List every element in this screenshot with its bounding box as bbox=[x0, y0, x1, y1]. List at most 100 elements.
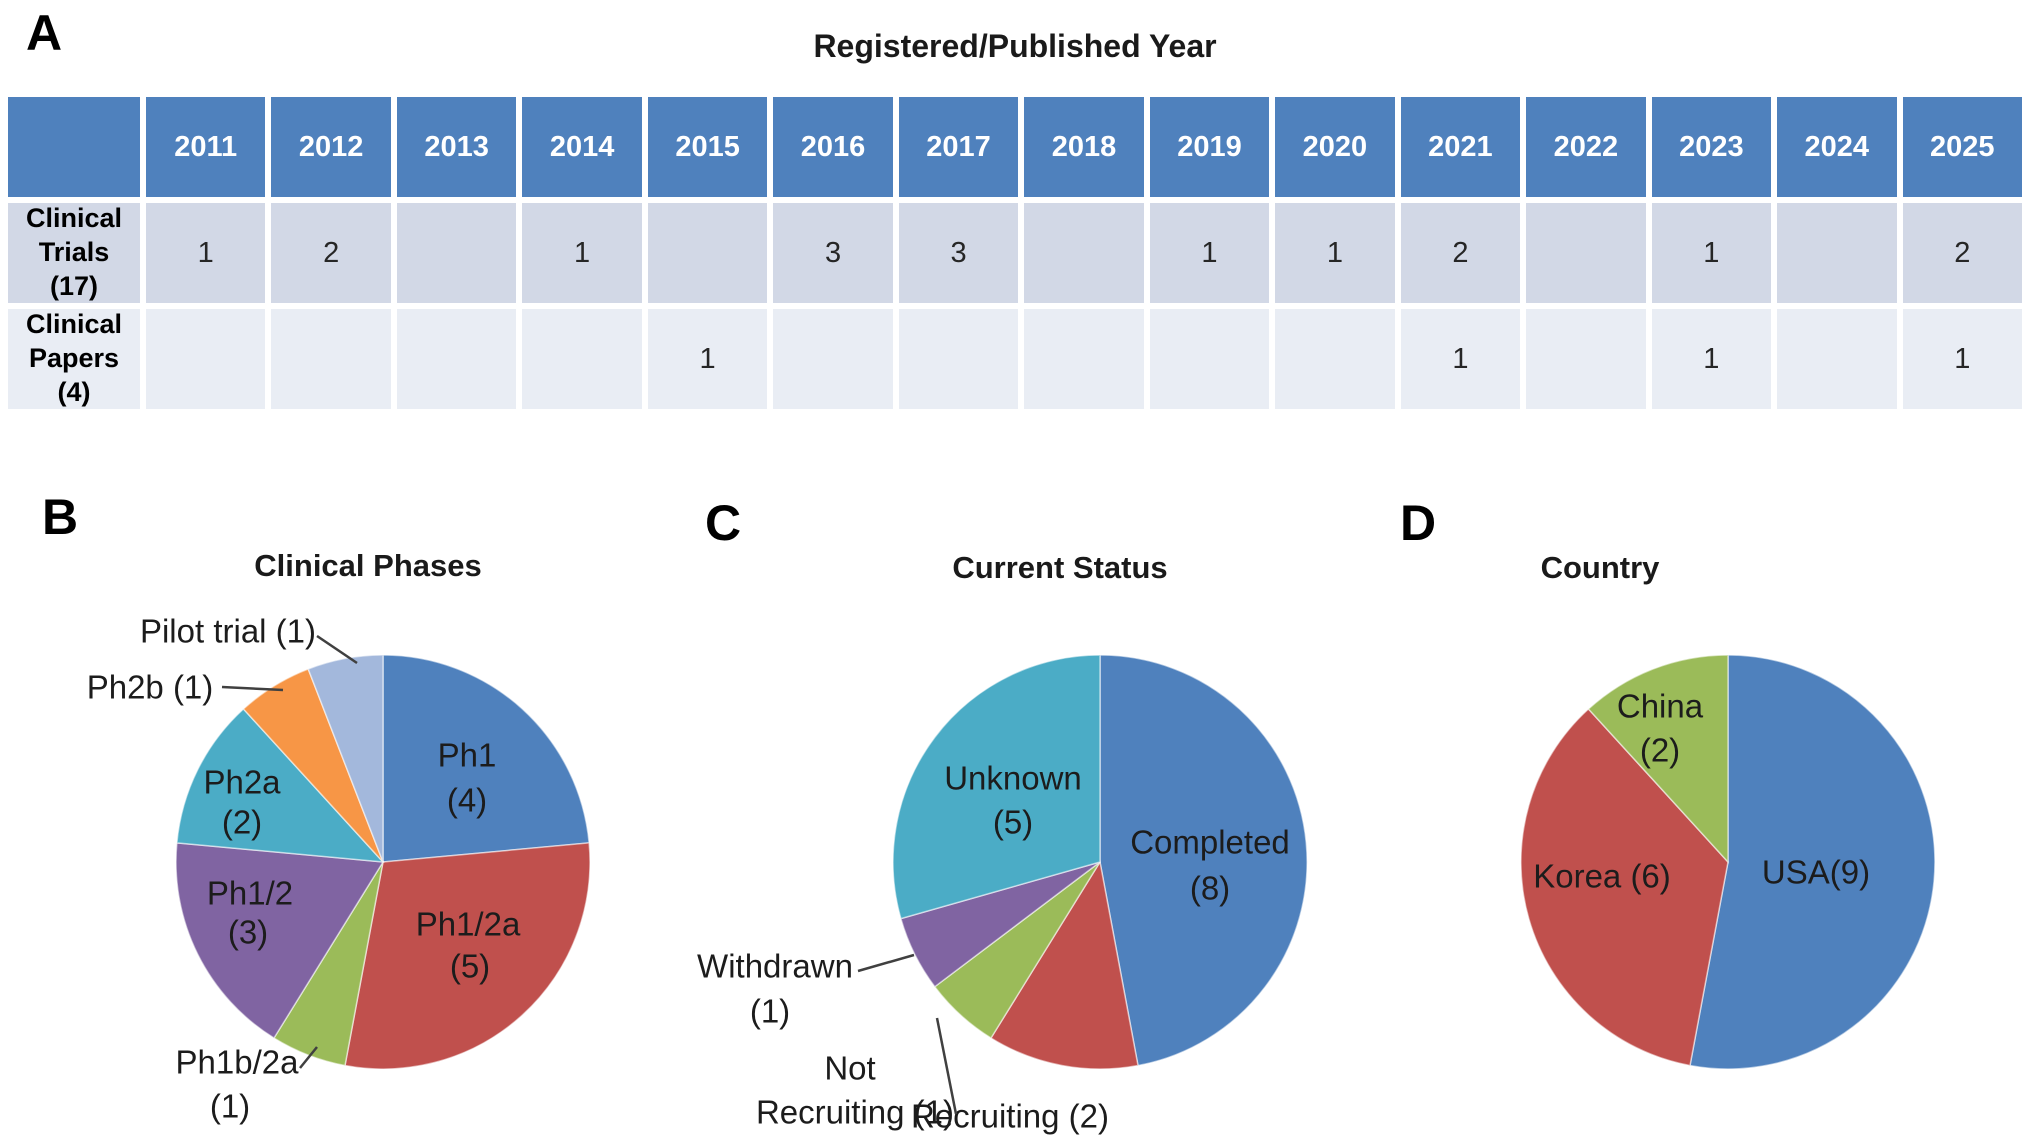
country-slice-Korea bbox=[1520, 707, 1729, 1067]
country-slice-China bbox=[1587, 654, 1729, 864]
header-year-2023: 2023 bbox=[1651, 97, 1772, 197]
country-label-USA: USA(9) bbox=[1762, 854, 1870, 891]
cell-row0-2013 bbox=[396, 203, 517, 303]
header-year-2014: 2014 bbox=[522, 97, 642, 197]
header-year-2020: 2020 bbox=[1275, 97, 1395, 197]
cell-row0-2017: 3 bbox=[898, 203, 1019, 303]
row-label-1: Clinical Papers (4) bbox=[8, 309, 140, 409]
cell-row1-2024 bbox=[1777, 309, 1897, 409]
header-year-2015: 2015 bbox=[647, 97, 768, 197]
cell-row0-2023: 1 bbox=[1651, 203, 1772, 303]
cell-row1-2020 bbox=[1275, 309, 1395, 409]
clinical-phases-slice-Pilot trial bbox=[307, 654, 384, 863]
clinical-phases-slice-Ph1/2 bbox=[175, 842, 385, 1040]
clinical-phases-label-Ph1/2: (3) bbox=[228, 914, 268, 951]
clinical-phases-label-Ph1b/2a: Ph1b/2a bbox=[176, 1044, 300, 1081]
current-status-label-Not Recruiting: Recruiting (1) bbox=[756, 1094, 954, 1131]
table-corner-cell bbox=[8, 97, 140, 197]
cell-row0-2012: 2 bbox=[271, 203, 391, 303]
current-status-slice-Unknown bbox=[892, 654, 1101, 920]
header-year-2024: 2024 bbox=[1777, 97, 1897, 197]
clinical-phases-label-Pilot trial: Pilot trial (1) bbox=[140, 613, 316, 650]
country-label-Korea: Korea (6) bbox=[1533, 858, 1671, 895]
panel-c-letter: C bbox=[705, 495, 742, 551]
header-year-2022: 2022 bbox=[1526, 97, 1646, 197]
country-label-China: China bbox=[1617, 688, 1704, 725]
cell-row0-2011: 1 bbox=[146, 203, 266, 303]
cell-row1-2022 bbox=[1526, 309, 1646, 409]
cell-row0-2015 bbox=[647, 203, 768, 303]
clinical-phases-leader-Ph2b bbox=[221, 685, 284, 692]
cell-row1-2017 bbox=[898, 309, 1019, 409]
cell-row0-2016: 3 bbox=[773, 203, 893, 303]
header-year-2019: 2019 bbox=[1149, 97, 1270, 197]
cell-row1-2011 bbox=[146, 309, 266, 409]
clinical-phases-label-Ph1/2: Ph1/2 bbox=[207, 875, 293, 912]
cell-row0-2020: 1 bbox=[1275, 203, 1395, 303]
pie-title-current-status: Current Status bbox=[952, 550, 1168, 585]
cell-row1-2021: 1 bbox=[1400, 309, 1521, 409]
clinical-phases-slice-Ph1/2a bbox=[344, 842, 591, 1070]
header-year-2016: 2016 bbox=[773, 97, 893, 197]
current-status-label-Withdrawn: Withdrawn bbox=[697, 948, 853, 985]
clinical-phases-label-Ph1b/2a: (1) bbox=[210, 1088, 250, 1125]
current-status-slice-Recruiting bbox=[989, 859, 1139, 1070]
row-label-0: Clinical Trials (17) bbox=[8, 203, 140, 303]
header-year-2021: 2021 bbox=[1400, 97, 1521, 197]
current-status-label-Completed: (8) bbox=[1190, 870, 1230, 907]
clinical-phases-label-Ph1: (4) bbox=[447, 782, 487, 819]
clinical-phases-leader-Pilot trial bbox=[316, 634, 358, 665]
clinical-phases-label-Ph2a: Ph2a bbox=[203, 764, 281, 801]
header-year-2013: 2013 bbox=[396, 97, 517, 197]
cell-row1-2019 bbox=[1149, 309, 1270, 409]
country-label-China: (2) bbox=[1640, 732, 1680, 769]
cell-row1-2013 bbox=[396, 309, 517, 409]
current-status-label-Unknown: Unknown bbox=[944, 760, 1082, 797]
cell-row0-2021: 2 bbox=[1400, 203, 1521, 303]
cell-row1-2023: 1 bbox=[1651, 309, 1772, 409]
current-status-label-Withdrawn: (1) bbox=[750, 993, 790, 1030]
header-year-2017: 2017 bbox=[898, 97, 1019, 197]
cell-row1-2025: 1 bbox=[1902, 309, 2022, 409]
pie-title-country: Country bbox=[1540, 550, 1660, 585]
cell-row0-2019: 1 bbox=[1149, 203, 1270, 303]
clinical-phases-label-Ph1: Ph1 bbox=[438, 737, 497, 774]
cell-row0-2018 bbox=[1024, 203, 1144, 303]
panel-d-letter: D bbox=[1400, 495, 1437, 551]
registered-published-year-table: 2011 2012 2013 2014 2015 2016 2017 2018 2019 2020… bbox=[8, 97, 2022, 409]
cell-row1-2018 bbox=[1024, 309, 1144, 409]
cell-row1-2014 bbox=[522, 309, 642, 409]
current-status-label-Completed: Completed bbox=[1130, 824, 1290, 861]
cell-row1-2012 bbox=[271, 309, 391, 409]
current-status-label-Not Recruiting: Not bbox=[824, 1050, 875, 1087]
pie-title-clinical-phases: Clinical Phases bbox=[254, 548, 482, 583]
header-year-2018: 2018 bbox=[1024, 97, 1144, 197]
header-year-2011: 2011 bbox=[146, 97, 266, 197]
table-title: Registered/Published Year bbox=[813, 28, 1217, 64]
clinical-phases-slice-Ph2a bbox=[176, 707, 385, 863]
current-status-slice-Completed bbox=[1099, 654, 1308, 1067]
cell-row1-2015: 1 bbox=[647, 309, 768, 409]
current-status-leader-Withdrawn bbox=[857, 953, 915, 973]
cell-row0-2022 bbox=[1526, 203, 1646, 303]
current-status-label-Unknown: (5) bbox=[993, 804, 1033, 841]
header-year-2012: 2012 bbox=[271, 97, 391, 197]
cell-row0-2025: 2 bbox=[1902, 203, 2022, 303]
clinical-phases-label-Ph2b: Ph2b (1) bbox=[87, 669, 214, 706]
clinical-phases-leader-Ph1b/2a bbox=[299, 1046, 318, 1069]
clinical-phases-label-Ph2a: (2) bbox=[222, 804, 262, 841]
cell-row0-2014: 1 bbox=[522, 203, 642, 303]
panel-b-letter: B bbox=[42, 489, 79, 545]
clinical-phases-label-Ph1/2a: Ph1/2a bbox=[416, 906, 521, 943]
clinical-phases-slice-Ph1 bbox=[382, 654, 590, 863]
country-slice-USA bbox=[1689, 654, 1936, 1070]
current-status-leader-Not Recruiting bbox=[935, 1017, 958, 1115]
cell-row1-2016 bbox=[773, 309, 893, 409]
current-status-label-Recruiting: Recruiting (2) bbox=[911, 1098, 1109, 1135]
panel-a-letter: A bbox=[26, 5, 63, 61]
cell-row0-2024 bbox=[1777, 203, 1897, 303]
header-year-2025: 2025 bbox=[1902, 97, 2022, 197]
clinical-phases-label-Ph1/2a: (5) bbox=[450, 948, 490, 985]
